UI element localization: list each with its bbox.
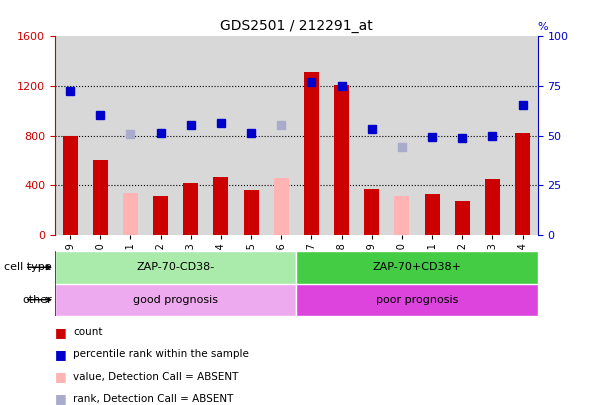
- Bar: [425, 194, 440, 235]
- Bar: [364, 189, 379, 235]
- Bar: [213, 177, 229, 235]
- Text: ■: ■: [55, 392, 67, 405]
- Bar: [62, 136, 78, 235]
- Bar: [274, 178, 289, 235]
- Bar: [334, 85, 349, 235]
- Text: value, Detection Call = ABSENT: value, Detection Call = ABSENT: [73, 372, 239, 382]
- Bar: [115, 36, 145, 235]
- Bar: [236, 36, 266, 235]
- Bar: [176, 36, 206, 235]
- Bar: [153, 196, 168, 235]
- Bar: [417, 36, 447, 235]
- Bar: [447, 36, 477, 235]
- Text: rank, Detection Call = ABSENT: rank, Detection Call = ABSENT: [73, 394, 233, 404]
- Bar: [123, 193, 138, 235]
- Text: ■: ■: [55, 326, 67, 339]
- Text: count: count: [73, 327, 103, 337]
- Text: good prognosis: good prognosis: [133, 295, 218, 305]
- Text: ■: ■: [55, 348, 67, 361]
- Bar: [304, 72, 319, 235]
- Bar: [485, 179, 500, 235]
- Bar: [296, 36, 326, 235]
- Bar: [206, 36, 236, 235]
- Bar: [296, 251, 538, 284]
- Bar: [357, 36, 387, 235]
- Text: %: %: [538, 23, 548, 32]
- Text: ZAP-70+CD38+: ZAP-70+CD38+: [373, 262, 461, 272]
- Bar: [266, 36, 296, 235]
- Bar: [55, 284, 296, 316]
- Bar: [93, 160, 108, 235]
- Text: ■: ■: [55, 370, 67, 383]
- Bar: [244, 190, 258, 235]
- Text: ZAP-70-CD38-: ZAP-70-CD38-: [136, 262, 215, 272]
- Text: percentile rank within the sample: percentile rank within the sample: [73, 350, 249, 359]
- Bar: [55, 36, 85, 235]
- Bar: [508, 36, 538, 235]
- Bar: [145, 36, 176, 235]
- Text: cell type: cell type: [4, 262, 52, 272]
- Text: other: other: [22, 295, 52, 305]
- Bar: [55, 251, 296, 284]
- Bar: [455, 201, 470, 235]
- Bar: [477, 36, 508, 235]
- Bar: [326, 36, 357, 235]
- Text: poor prognosis: poor prognosis: [376, 295, 458, 305]
- Title: GDS2501 / 212291_at: GDS2501 / 212291_at: [220, 19, 373, 33]
- Bar: [85, 36, 115, 235]
- Bar: [515, 133, 530, 235]
- Bar: [394, 196, 409, 235]
- Bar: [387, 36, 417, 235]
- Bar: [296, 284, 538, 316]
- Bar: [183, 183, 199, 235]
